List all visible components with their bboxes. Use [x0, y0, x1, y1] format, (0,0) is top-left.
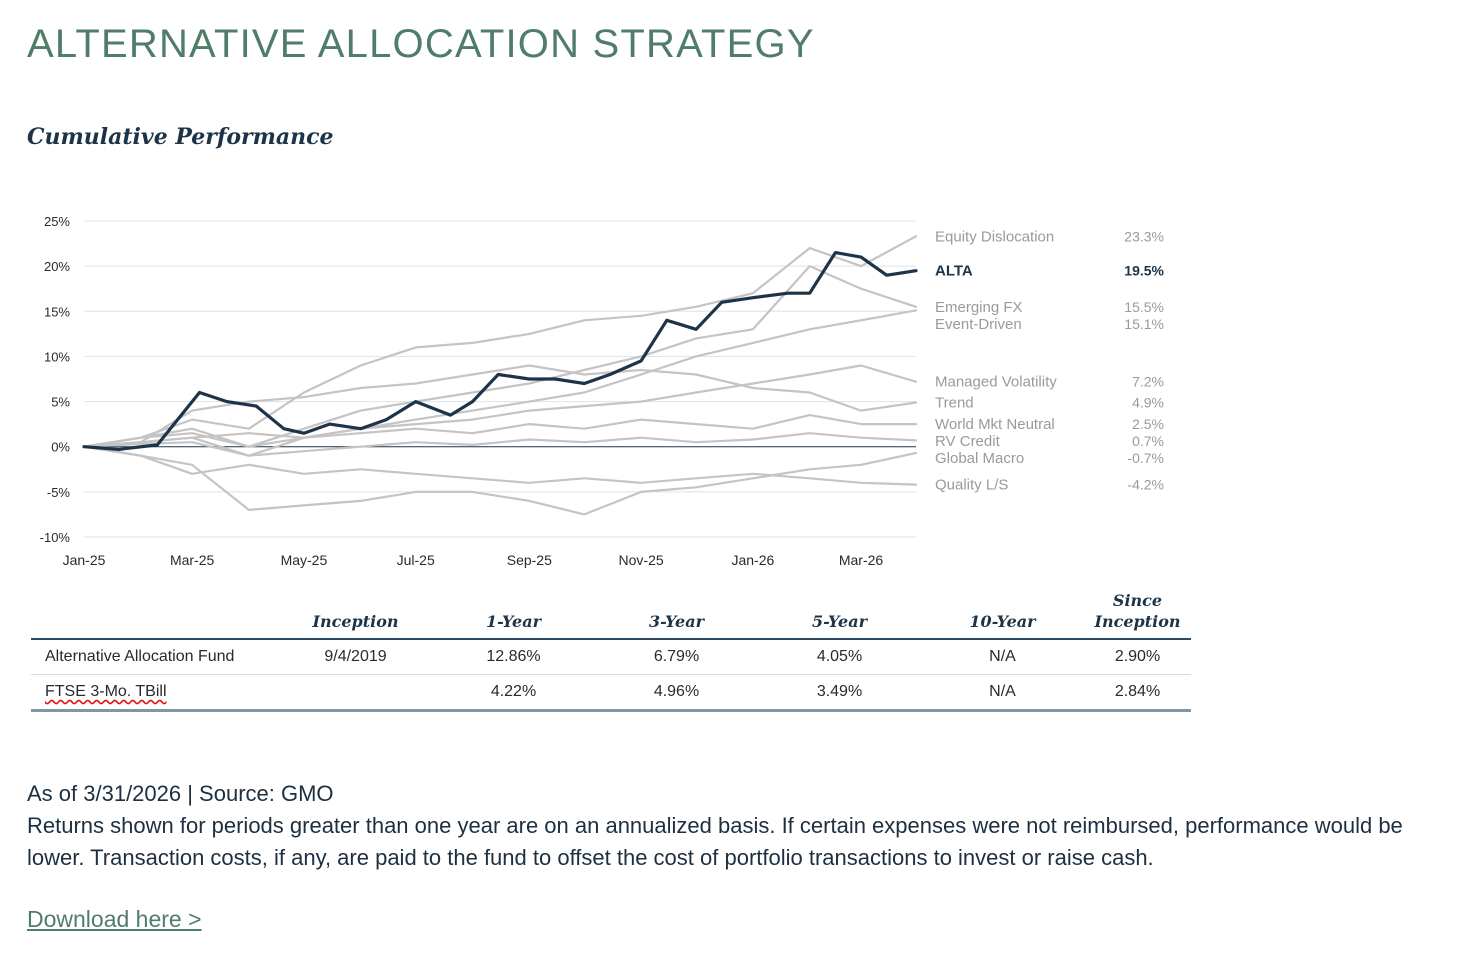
series-line-event-driven — [82, 309, 918, 457]
series-line-emerging-fx — [82, 265, 918, 448]
legend-value-rv-credit: 0.7% — [1132, 433, 1164, 449]
chart-legend: Equity Dislocation 23.3% ALTA 19.5% Emerging… — [935, 228, 1165, 493]
y-tick-label: 0% — [51, 440, 70, 455]
five-year-cell: 4.05% — [758, 639, 921, 675]
inception-cell: 9/4/2019 — [279, 639, 432, 675]
legend-value-equity-dislocation: 23.3% — [1124, 228, 1164, 244]
one-year-cell: 12.86% — [432, 639, 595, 675]
chart-series — [82, 235, 918, 516]
header-5-year: 5-Year — [758, 590, 921, 640]
y-tick-label: 20% — [44, 259, 70, 274]
benchmark-name: FTSE 3-Mo. TBill — [45, 683, 167, 700]
ten-year-cell: N/A — [921, 674, 1084, 712]
five-year-cell: 3.49% — [758, 674, 921, 712]
y-tick-label: -10% — [40, 530, 71, 545]
x-tick-label: Mar-25 — [170, 552, 215, 568]
series-line-alta — [82, 251, 918, 451]
y-tick-label: 25% — [44, 214, 70, 229]
x-tick-label: Jan-26 — [731, 552, 774, 568]
download-link[interactable]: Download here > — [27, 906, 202, 932]
x-tick-label: Jul-25 — [397, 552, 435, 568]
legend-name-alta: ALTA — [935, 263, 973, 280]
legend-value-world-mkt-neutral: 2.5% — [1132, 416, 1164, 432]
legend-name-quality-l-s: Quality L/S — [935, 477, 1008, 494]
table-row: Alternative Allocation Fund 9/4/2019 12.… — [31, 639, 1191, 675]
cumulative-performance-chart: 25% 20% 15% 10% 5% 0% -5% -10% Jan-25 Mar-25 May-2… — [40, 214, 1165, 568]
table-header-row: Inception 1-Year 3-Year 5-Year 10-Year S… — [31, 590, 1191, 640]
page-title: ALTERNATIVE ALLOCATION STRATEGY — [27, 22, 815, 66]
footnote-source: As of 3/31/2026 | Source: GMO — [27, 781, 334, 806]
x-tick-label: Mar-26 — [839, 552, 884, 568]
header-fund — [31, 590, 279, 640]
y-tick-label: 15% — [44, 304, 70, 319]
footnote-disclaimer: Returns shown for periods greater than o… — [27, 813, 1403, 870]
series-line-quality-l-s — [82, 445, 918, 486]
legend-name-event-driven: Event-Driven — [935, 316, 1022, 333]
header-3-year: 3-Year — [595, 590, 758, 640]
header-inception: Inception — [279, 590, 432, 640]
legend-name-equity-dislocation: Equity Dislocation — [935, 228, 1054, 245]
y-tick-label: 5% — [51, 395, 70, 410]
header-1-year: 1-Year — [432, 590, 595, 640]
since-inception-cell: 2.90% — [1084, 639, 1191, 675]
legend-value-event-driven: 15.1% — [1124, 316, 1164, 332]
since-inception-cell: 2.84% — [1084, 674, 1191, 712]
series-line-world-mkt-neutral — [82, 414, 918, 448]
x-tick-label: May-25 — [281, 552, 328, 568]
header-since-inception: Since Inception — [1084, 590, 1191, 640]
chart-axes: 25% 20% 15% 10% 5% 0% -5% -10% Jan-25 Mar-25 May-2… — [40, 214, 884, 568]
x-tick-label: Nov-25 — [619, 552, 664, 568]
x-tick-label: Jan-25 — [63, 552, 106, 568]
legend-value-global-macro: -0.7% — [1127, 450, 1164, 466]
ten-year-cell: N/A — [921, 639, 1084, 675]
fund-name-cell: Alternative Allocation Fund — [31, 639, 279, 675]
series-line-rv-credit — [82, 432, 918, 457]
inception-cell — [279, 674, 432, 712]
header-10-year: 10-Year — [921, 590, 1084, 640]
legend-name-trend: Trend — [935, 394, 974, 411]
legend-name-global-macro: Global Macro — [935, 450, 1024, 467]
legend-value-managed-volatility: 7.2% — [1132, 374, 1164, 390]
legend-value-quality-l-s: -4.2% — [1127, 477, 1164, 493]
y-tick-label: 10% — [44, 349, 70, 364]
series-line-trend — [82, 364, 918, 448]
legend-value-trend: 4.9% — [1132, 394, 1164, 410]
series-line-global-macro — [82, 445, 918, 516]
section-subtitle: Cumulative Performance — [27, 124, 334, 150]
three-year-cell: 4.96% — [595, 674, 758, 712]
legend-name-emerging-fx: Emerging FX — [935, 299, 1023, 316]
legend-value-alta: 19.5% — [1124, 263, 1164, 279]
y-tick-label: -5% — [47, 485, 71, 500]
table-row: FTSE 3-Mo. TBill 4.22% 4.96% 3.49% N/A 2… — [31, 674, 1191, 712]
legend-name-managed-volatility: Managed Volatility — [935, 374, 1057, 391]
one-year-cell: 4.22% — [432, 674, 595, 712]
chart-gridlines — [84, 220, 916, 538]
footnote: As of 3/31/2026 | Source: GMO Returns sh… — [27, 778, 1447, 874]
performance-table: Inception 1-Year 3-Year 5-Year 10-Year S… — [31, 590, 1191, 712]
x-tick-label: Sep-25 — [507, 552, 552, 568]
legend-name-rv-credit: RV Credit — [935, 433, 1001, 450]
legend-name-world-mkt-neutral: World Mkt Neutral — [935, 416, 1055, 433]
legend-value-emerging-fx: 15.5% — [1124, 299, 1164, 315]
series-line-equity-dislocation — [82, 235, 918, 448]
fund-name-cell: FTSE 3-Mo. TBill — [31, 674, 279, 712]
series-line-managed-volatility — [82, 364, 918, 448]
three-year-cell: 6.79% — [595, 639, 758, 675]
